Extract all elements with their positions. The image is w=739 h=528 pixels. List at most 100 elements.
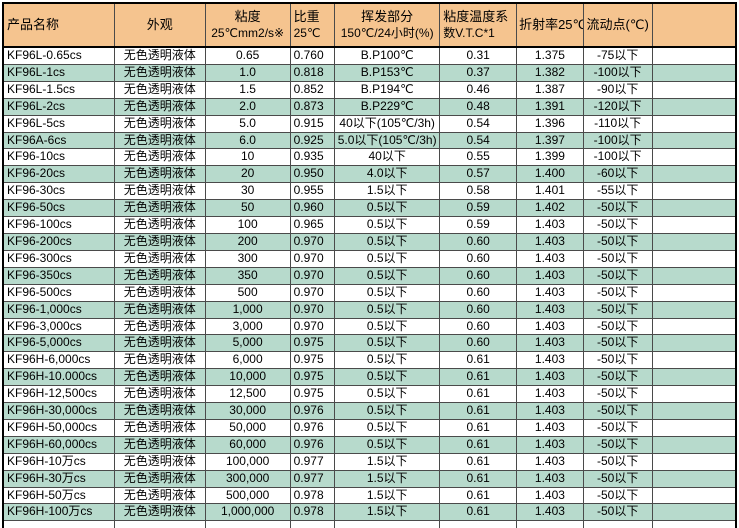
cell-product: KF96H-50,000cs (2, 418, 115, 437)
cell-pour (582, 520, 653, 528)
cell-viscosity: 1,000 (204, 300, 291, 319)
cell-volatile: 0.5以下 (334, 266, 441, 285)
cell-blank (651, 334, 737, 353)
cell-gravity: 0.977 (289, 469, 336, 488)
cell-refractive: 1.403 (516, 334, 584, 353)
col-header-appearance: 外观 (113, 2, 206, 48)
cell-viscosity: 12,500 (204, 385, 291, 404)
cell-refractive: 1.403 (516, 249, 584, 268)
cell-product: KF96-20cs (2, 165, 115, 184)
cell-vtc: 0.61 (439, 435, 518, 454)
cell-viscosity: 5.0 (204, 114, 291, 133)
cell-appearance: 无色透明液体 (113, 469, 206, 488)
cell-product: KF96H-30,000cs (2, 402, 115, 420)
cell-pour: -50以下 (582, 469, 653, 488)
cell-vtc: 0.61 (439, 368, 518, 387)
cell-volatile: 0.5以下 (334, 232, 441, 251)
table-row: KF96-20cs 无色透明液体 20 0.950 4.0以下 0.57 1.400 -60以… (2, 165, 737, 184)
cell-pour: -50以下 (582, 486, 653, 505)
cell-gravity: 0.976 (289, 418, 336, 437)
table-row: KF96-50cs 无色透明液体 50 0.960 0.5以下 0.59 1.402 -50以… (2, 199, 737, 218)
cell-blank (651, 317, 737, 336)
cell-volatile: 0.5以下 (334, 402, 441, 420)
cell-product: KF96H-50万cs (2, 486, 115, 505)
cell-viscosity: 1.5 (204, 80, 291, 99)
cell-viscosity: 100,000 (204, 452, 291, 471)
cell-refractive: 1.387 (516, 80, 584, 99)
col-header-product-name: 产品名称 (2, 2, 115, 48)
cell-volatile: 1.5以下 (334, 452, 441, 471)
cell-blank (651, 165, 737, 184)
cell-pour: -50以下 (582, 300, 653, 319)
cell-vtc: 0.60 (439, 232, 518, 251)
cell-vtc (439, 520, 518, 528)
cell-vtc: 0.37 (439, 63, 518, 82)
cell-gravity: 0.970 (289, 232, 336, 251)
cell-volatile: 4.0以下 (334, 165, 441, 184)
cell-volatile: 0.5以下 (334, 317, 441, 336)
cell-volatile: B.P229℃ (334, 97, 441, 116)
cell-viscosity: 10,000 (204, 368, 291, 387)
cell-appearance: 无色透明液体 (113, 232, 206, 251)
table-body: KF96L-0.65cs 无色透明液体 0.65 0.760 B.P100℃ 0.31 1.… (2, 46, 737, 528)
table-row: KF96H-12,500cs 无色透明液体 12,500 0.975 0.5以下 0.61… (2, 385, 737, 404)
cell-blank (651, 249, 737, 268)
cell-vtc: 0.60 (439, 334, 518, 353)
cell-volatile: 5.0以下(105℃/3h) (334, 131, 441, 150)
cell-refractive: 1.403 (516, 503, 584, 522)
cell-appearance: 无色透明液体 (113, 435, 206, 454)
cell-volatile: 0.5以下 (334, 334, 441, 353)
cell-volatile: 0.5以下 (334, 368, 441, 387)
cell-blank (651, 114, 737, 133)
cell-appearance: 无色透明液体 (113, 486, 206, 505)
cell-refractive: 1.382 (516, 63, 584, 82)
cell-blank (651, 418, 737, 437)
cell-pour: -50以下 (582, 249, 653, 268)
cell-viscosity: 1,000,000 (204, 503, 291, 522)
cell-product: KF96H-10.000cs (2, 368, 115, 387)
cell-blank (651, 385, 737, 404)
cell-gravity: 0.976 (289, 435, 336, 454)
cell-blank (651, 266, 737, 285)
cell-blank (651, 486, 737, 505)
cell-refractive: 1.402 (516, 199, 584, 218)
cell-pour: -50以下 (582, 452, 653, 471)
col-header-refractive-index: 折射率25℃ (516, 2, 584, 48)
col-header-specific-gravity: 比重 25℃ (289, 2, 336, 48)
table-row: KF96H-50,000cs 无色透明液体 50,000 0.976 0.5以下 0.61… (2, 418, 737, 437)
cell-gravity: 0.935 (289, 148, 336, 167)
cell-blank (651, 452, 737, 471)
cell-gravity: 0.970 (289, 283, 336, 302)
table-row: KF96-100cs 无色透明液体 100 0.965 0.5以下 0.59 1.403 -5… (2, 216, 737, 234)
cell-gravity: 0.925 (289, 131, 336, 150)
cell-gravity: 0.852 (289, 80, 336, 99)
cell-refractive: 1.403 (516, 351, 584, 370)
cell-refractive: 1.403 (516, 452, 584, 471)
cell-pour: -50以下 (582, 418, 653, 437)
cell-appearance: 无色透明液体 (113, 300, 206, 319)
cell-refractive: 1.399 (516, 148, 584, 167)
cell-viscosity: 100 (204, 216, 291, 234)
cell-pour: -100以下 (582, 131, 653, 150)
cell-blank (651, 402, 737, 420)
table-row: KF96H-30,000cs 无色透明液体 30,000 0.976 0.5以下 0.61… (2, 402, 737, 420)
cell-vtc: 0.59 (439, 216, 518, 234)
cell-blank (651, 300, 737, 319)
cell-gravity: 0.978 (289, 503, 336, 522)
cell-vtc: 0.57 (439, 165, 518, 184)
cell-viscosity: 300 (204, 249, 291, 268)
cell-vtc: 0.61 (439, 503, 518, 522)
cell-pour: -120以下 (582, 97, 653, 116)
cell-blank (651, 63, 737, 82)
cell-viscosity: 0.65 (204, 46, 291, 65)
cell-blank (651, 46, 737, 65)
cell-blank (651, 283, 737, 302)
cell-viscosity: 10 (204, 148, 291, 167)
cell-vtc: 0.54 (439, 114, 518, 133)
cell-product: KF96-5,000cs (2, 334, 115, 353)
cell-viscosity: 5,000 (204, 334, 291, 353)
cell-vtc: 0.54 (439, 131, 518, 150)
cell-blank (651, 131, 737, 150)
cell-vtc: 0.60 (439, 300, 518, 319)
